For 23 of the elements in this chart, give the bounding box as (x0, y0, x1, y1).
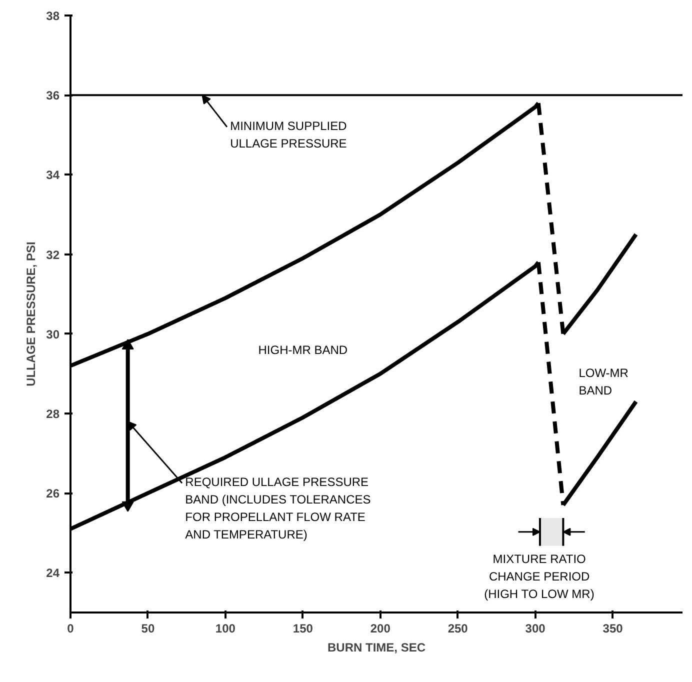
y-tick-label: 28 (46, 407, 60, 421)
y-tick-label: 34 (46, 168, 60, 182)
x-tick-label: 0 (67, 622, 74, 636)
x-axis-title: BURN TIME, SEC (328, 640, 426, 654)
x-tick-label: 200 (370, 622, 391, 636)
y-tick-label: 24 (46, 566, 60, 580)
band-label: MIXTURE RATIO CHANGE PERIOD (HIGH TO LOW MR) (484, 552, 594, 601)
x-tick-label: 300 (525, 622, 546, 636)
annotation: LOW-MR BAND (578, 366, 629, 398)
annotation: HIGH-MR BAND (258, 342, 348, 357)
x-tick-label: 150 (292, 622, 314, 636)
y-tick-label: 32 (46, 248, 60, 262)
y-tick-label: 38 (46, 9, 60, 23)
x-tick-label: 100 (215, 622, 236, 636)
y-tick-label: 30 (46, 327, 60, 342)
annotation: REQUIRED ULLAGE PRESSURE BAND (INCLUDES TOLERANCES FOR PROPELLANT FLOW RATE AND TEMPERATURE) (185, 475, 371, 542)
x-tick-label: 50 (141, 622, 155, 636)
y-tick-label: 26 (46, 486, 60, 501)
x-tick-label: 350 (602, 622, 624, 636)
annotation: MINIMUM SUPPLIED ULLAGE PRESSURE (230, 118, 348, 150)
x-tick-label: 250 (448, 622, 468, 636)
y-tick-label: 36 (46, 88, 60, 103)
y-axis-title: ULLAGE PRESSURE, PSI (24, 242, 38, 386)
